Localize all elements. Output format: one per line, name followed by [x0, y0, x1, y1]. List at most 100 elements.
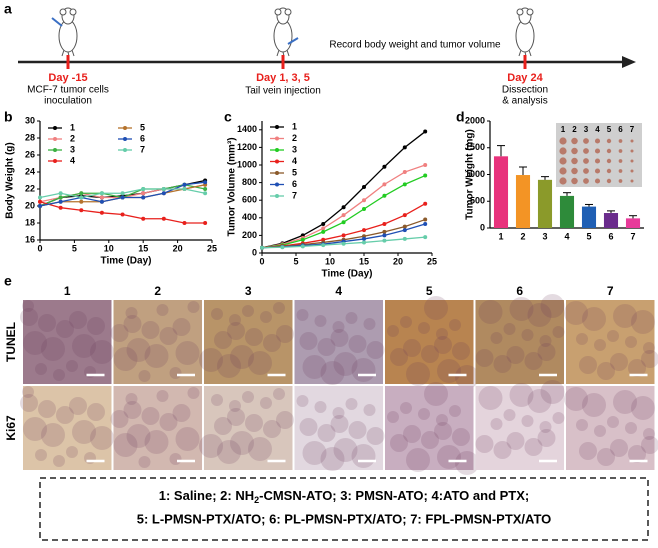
- data-point: [38, 199, 42, 204]
- texture: [110, 410, 129, 428]
- texture: [597, 448, 615, 466]
- texture: [72, 420, 96, 444]
- data-point: [321, 229, 326, 234]
- legend-marker: [275, 159, 279, 164]
- texture: [156, 304, 169, 316]
- texture: [366, 341, 385, 359]
- y-axis-title: Tumor Volume (mm³): [227, 137, 238, 236]
- data-point: [341, 241, 346, 246]
- texture: [387, 411, 399, 423]
- texture: [506, 432, 525, 450]
- timeline-record: Record body weight and tumor volume: [329, 40, 501, 51]
- data-point: [402, 145, 407, 150]
- data-point: [402, 228, 407, 233]
- texture: [138, 370, 151, 382]
- texture: [333, 438, 358, 462]
- texture: [41, 423, 65, 447]
- y-tick-label: 200: [242, 230, 257, 240]
- legend-marker: [275, 148, 279, 152]
- texture: [199, 348, 223, 372]
- x-tick-label: 20: [393, 256, 403, 266]
- texture: [317, 338, 336, 356]
- texture: [437, 359, 461, 383]
- micrograph: [566, 386, 655, 470]
- texture: [403, 339, 421, 357]
- texture: [366, 427, 385, 445]
- inset-label: 6: [618, 125, 623, 134]
- texture: [314, 315, 327, 327]
- texture: [156, 390, 169, 402]
- legend-label: 5: [140, 122, 145, 132]
- data-point: [423, 217, 428, 222]
- y-tick-label: 0: [252, 247, 257, 257]
- data-point: [203, 180, 208, 185]
- texture: [594, 425, 606, 437]
- series-line: [39, 201, 206, 224]
- texture: [436, 328, 448, 340]
- texture: [276, 411, 294, 429]
- caption-part: -CMSN-ATO; 3: PMSN-ATO; 4:ATO and PTX;: [259, 488, 529, 503]
- texture: [576, 419, 588, 431]
- data-point: [382, 164, 387, 169]
- texture: [227, 322, 245, 340]
- texture: [23, 417, 47, 441]
- texture: [320, 361, 345, 385]
- legend-label: 3: [70, 144, 75, 154]
- texture: [449, 405, 461, 417]
- texture: [263, 420, 281, 438]
- texture: [418, 408, 430, 420]
- caption-part: 2: [254, 495, 259, 505]
- texture: [564, 387, 588, 411]
- inset-tumor: [606, 168, 612, 174]
- texture: [478, 386, 503, 410]
- x-tick-label: 7: [630, 231, 635, 241]
- texture: [90, 426, 114, 450]
- texture: [421, 345, 439, 363]
- micrograph: [566, 300, 655, 384]
- data-point: [141, 216, 146, 221]
- inset-tumor: [583, 168, 589, 174]
- event-note: Tail vein injection: [245, 86, 321, 97]
- texture: [434, 422, 452, 440]
- texture: [299, 332, 318, 350]
- texture: [406, 362, 430, 386]
- event-note: MCF-7 tumor cells: [27, 85, 109, 96]
- syringe: [287, 37, 299, 45]
- inset-tumor: [571, 137, 578, 145]
- inset-label: 7: [630, 125, 635, 134]
- texture: [643, 428, 655, 440]
- micrograph: [475, 300, 564, 384]
- data-point: [161, 187, 166, 191]
- texture: [110, 324, 129, 342]
- data-point: [341, 233, 346, 238]
- texture: [524, 438, 543, 456]
- texture: [406, 448, 430, 472]
- inset-tumor: [618, 159, 623, 163]
- inset-tumor: [571, 157, 578, 165]
- bar: [493, 156, 509, 228]
- data-point: [382, 229, 387, 234]
- texture: [214, 417, 232, 435]
- data-point: [341, 205, 346, 210]
- legend-marker: [275, 125, 279, 129]
- data-point: [79, 195, 84, 200]
- y-tick-label: 26: [25, 149, 35, 159]
- texture: [169, 453, 182, 465]
- texture: [229, 314, 241, 326]
- texture: [387, 325, 399, 337]
- y-tick-label: 600: [242, 195, 257, 205]
- texture: [126, 424, 151, 448]
- texture: [521, 329, 534, 341]
- texture: [582, 307, 606, 331]
- texture: [217, 354, 241, 378]
- x-tick-label: 15: [138, 243, 148, 253]
- texture: [576, 333, 588, 345]
- texture: [172, 404, 191, 422]
- bar: [537, 179, 553, 228]
- data-point: [260, 245, 264, 250]
- texture: [539, 335, 552, 347]
- data-point: [402, 182, 407, 187]
- column-label: 3: [245, 284, 252, 298]
- texture: [597, 362, 615, 380]
- texture: [245, 328, 263, 346]
